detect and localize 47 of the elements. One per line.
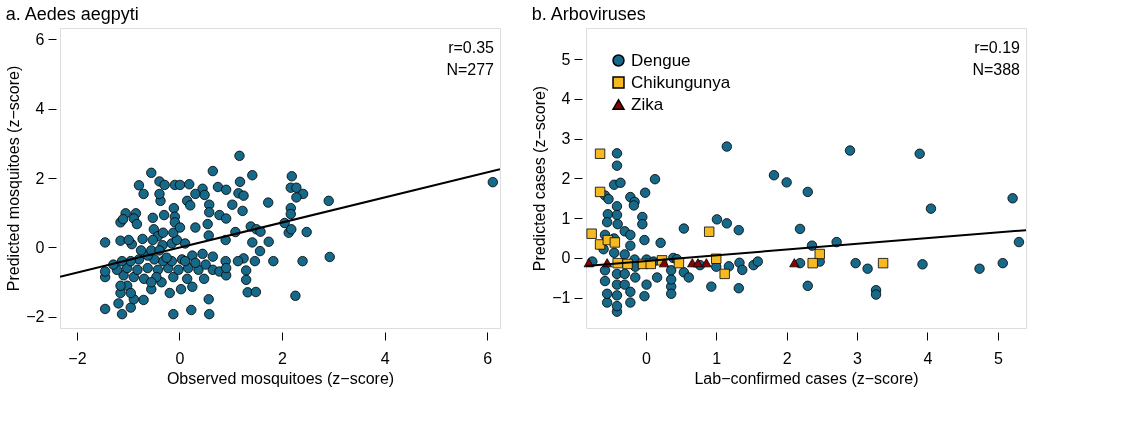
y-tick-label: −2 bbox=[26, 308, 45, 326]
x-tick-label: 2 bbox=[782, 349, 792, 367]
x-tick-label: −2 bbox=[68, 349, 87, 367]
y-axis-title: Predicted cases (z−score) bbox=[531, 85, 549, 272]
x-tick-label: 4 bbox=[923, 349, 933, 367]
point bbox=[594, 148, 606, 159]
y-tick-label: −1 bbox=[552, 289, 571, 307]
x-axis-title: Lab−confirmed cases (z−score) bbox=[694, 369, 919, 387]
y-axis-title: Predicted mosquitoes (z−score) bbox=[5, 65, 23, 292]
x-axis-title: Observed mosquitoes (z−score) bbox=[166, 369, 395, 387]
x-tick-label: 0 bbox=[175, 349, 185, 367]
point bbox=[704, 226, 715, 237]
point bbox=[814, 248, 825, 260]
y-tick-label: 4 bbox=[35, 100, 45, 118]
x-tick-label: 1 bbox=[712, 349, 722, 367]
point bbox=[719, 268, 730, 280]
annotation: N=277 bbox=[446, 61, 495, 78]
y-tick-label: 5 bbox=[561, 50, 571, 68]
point bbox=[609, 237, 621, 248]
annotation: r=0.35 bbox=[448, 39, 495, 56]
x-tick-label: 4 bbox=[380, 349, 390, 367]
y-tick-label: 4 bbox=[561, 90, 571, 108]
legend-label: Dengue bbox=[631, 50, 691, 70]
point bbox=[789, 258, 800, 268]
point bbox=[877, 258, 889, 269]
annotation: r=0.19 bbox=[974, 39, 1021, 56]
y-tick-label: 3 bbox=[561, 130, 571, 148]
point bbox=[586, 228, 597, 239]
y-tick-label: 1 bbox=[561, 209, 571, 227]
x-tick-label: 2 bbox=[278, 349, 288, 367]
y-tick-label: 2 bbox=[35, 169, 45, 187]
y-tick-label: 0 bbox=[561, 249, 571, 267]
legend-label: Zika bbox=[631, 94, 664, 114]
annotation: N=388 bbox=[972, 61, 1021, 78]
x-tick-label: 0 bbox=[641, 349, 651, 367]
y-tick-label: 0 bbox=[35, 238, 45, 256]
chart-title: b. Arboviruses bbox=[531, 4, 646, 24]
y-tick-label: 2 bbox=[561, 169, 571, 187]
chart-title: a. Aedes aegpyti bbox=[5, 4, 139, 24]
point bbox=[701, 258, 712, 268]
x-tick-label: 5 bbox=[993, 349, 1003, 367]
x-tick-label: 3 bbox=[853, 349, 863, 367]
y-tick-label: 6 bbox=[35, 30, 45, 48]
x-tick-label: 6 bbox=[483, 349, 493, 367]
point bbox=[594, 186, 606, 198]
point bbox=[807, 258, 818, 269]
legend-label: Chikungunya bbox=[631, 72, 731, 92]
